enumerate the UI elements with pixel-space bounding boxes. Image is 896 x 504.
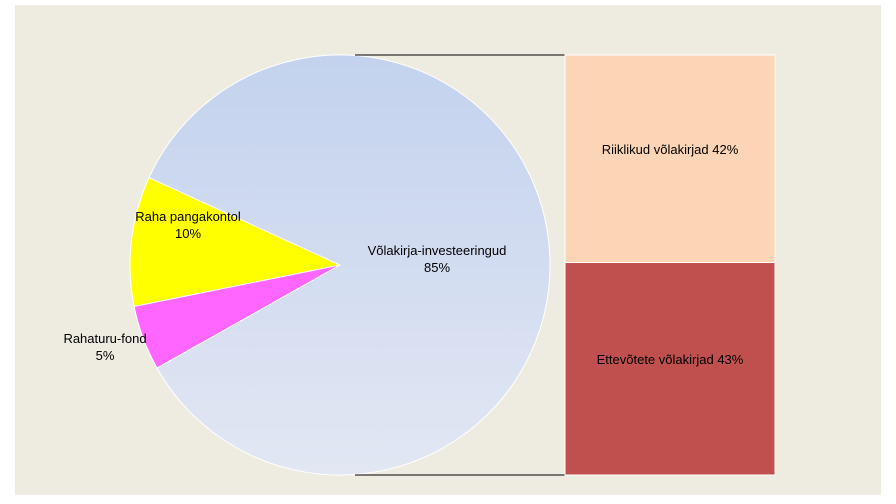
category-label: Rahaturu-fond xyxy=(63,331,147,346)
category-label: Võlakirja-investeeringud xyxy=(367,243,507,258)
category-label: Ettevõtete võlakirjad xyxy=(596,351,714,367)
data-label: Riiklikud võlakirjad 42% xyxy=(585,141,755,158)
category-label: Riiklikud võlakirjad xyxy=(601,141,709,157)
value-label: 10% xyxy=(174,226,202,241)
value-label: 43% xyxy=(717,351,744,367)
value-label: 5% xyxy=(95,348,115,363)
category-label: Raha pangakontol xyxy=(135,209,241,224)
pie-slice xyxy=(148,54,551,476)
data-label: Ettevõtete võlakirjad 43% xyxy=(585,351,755,368)
data-label: Võlakirja-investeeringud 85% xyxy=(367,242,507,276)
bar-segment xyxy=(564,262,776,476)
bar-segment xyxy=(564,54,776,264)
value-label: 85% xyxy=(423,260,451,275)
pie-slice xyxy=(129,176,342,308)
value-label: 42% xyxy=(712,141,739,157)
data-label: Rahaturu-fond 5% xyxy=(60,330,150,364)
data-label: Raha pangakontol 10% xyxy=(133,208,243,242)
